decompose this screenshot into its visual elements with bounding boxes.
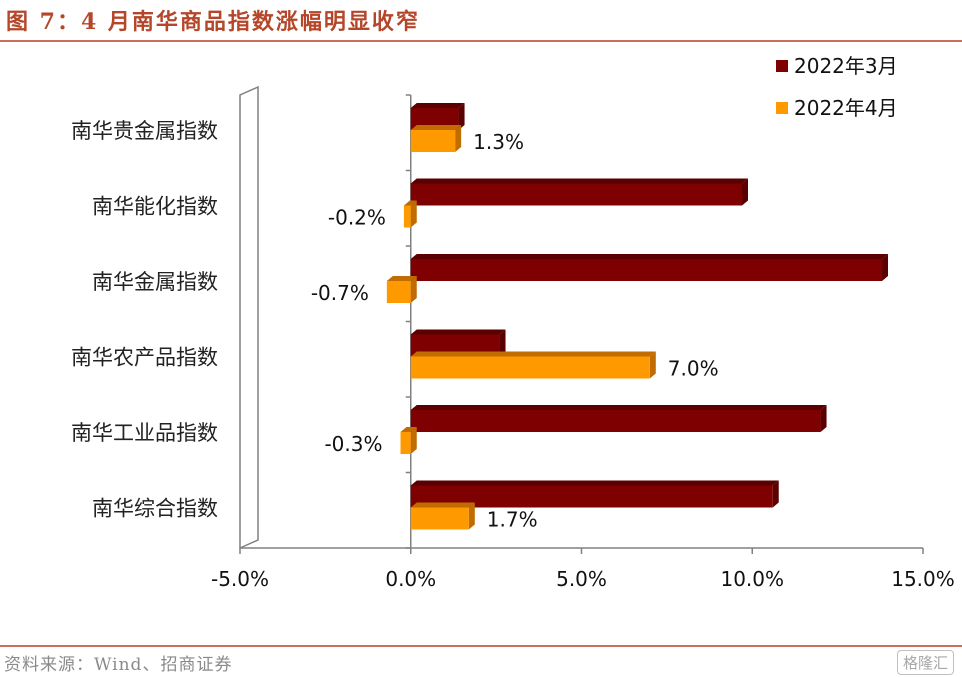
bar-top xyxy=(386,276,417,281)
bar-series2 xyxy=(410,502,475,530)
data-label: 1.7% xyxy=(487,508,538,532)
x-tick-labels: -5.0% 0.0% 5.0% 10.0% 15.0% xyxy=(211,567,955,591)
bar-series1 xyxy=(410,103,465,130)
bar-side xyxy=(499,329,506,357)
bar-series2 xyxy=(410,351,656,379)
bar-top xyxy=(410,103,465,108)
x-tick-label: 5.0% xyxy=(556,567,607,591)
bar-side xyxy=(455,125,462,152)
watermark-logo: 格隆汇 xyxy=(896,650,954,675)
legend-label: 2022年3月 xyxy=(794,54,898,78)
bar-series2 xyxy=(400,427,417,454)
data-label: -0.7% xyxy=(311,281,369,305)
bar-front xyxy=(400,432,411,454)
bar-front xyxy=(410,130,456,152)
legend-label: 2022年4月 xyxy=(794,96,898,120)
category-label: 南华金属指数 xyxy=(92,270,218,294)
title-rule xyxy=(0,40,962,42)
bar-side xyxy=(410,427,417,454)
category-label: 南华贵金属指数 xyxy=(71,119,218,143)
legend-swatch xyxy=(776,102,788,114)
data-label: -0.2% xyxy=(328,206,386,230)
bar-series2 xyxy=(410,125,462,152)
category-label: 南华农产品指数 xyxy=(71,346,218,370)
bar-top xyxy=(410,351,656,357)
bar-front xyxy=(403,205,411,228)
bar-side xyxy=(772,480,779,508)
bar-top xyxy=(400,427,417,432)
footer-rule xyxy=(0,645,962,647)
bar-side xyxy=(458,103,465,130)
bar-side xyxy=(410,200,417,228)
bar-series1 xyxy=(410,480,779,508)
bar-front xyxy=(410,334,500,357)
bar-front xyxy=(386,281,411,303)
data-label: 1.3% xyxy=(473,130,524,154)
bar-side xyxy=(820,405,827,432)
source-note: 资料来源：Wind、招商证券 xyxy=(4,655,233,675)
category-label: 南华工业品指数 xyxy=(71,421,218,445)
bar-series2 xyxy=(403,200,417,228)
bar-side xyxy=(882,254,889,281)
bar-front xyxy=(410,356,650,379)
data-label: 7.0% xyxy=(668,357,719,381)
bar-series1 xyxy=(410,178,749,206)
bar-series1 xyxy=(410,254,889,281)
bar-front xyxy=(410,485,773,508)
bar-series1 xyxy=(410,329,506,357)
x-tick-label: 15.0% xyxy=(891,567,955,591)
bar-front xyxy=(410,410,821,432)
bar-top xyxy=(410,405,827,410)
category-label: 南华能化指数 xyxy=(92,195,218,219)
bar-top xyxy=(410,329,506,335)
bar-front xyxy=(410,507,469,530)
bar-front xyxy=(410,259,883,281)
bar-series2 xyxy=(386,276,417,303)
bar-top xyxy=(410,480,779,486)
legend-swatch xyxy=(776,60,788,72)
data-labels: 1.3% -0.2% -0.7% 7.0% -0.3% 1.7% xyxy=(311,130,719,532)
bar-side xyxy=(468,502,475,530)
bar-top xyxy=(410,502,475,508)
bar-series1 xyxy=(410,405,827,432)
data-label: -0.3% xyxy=(324,432,382,456)
bar-top xyxy=(410,254,889,259)
figure-title: 图 7：4 月南华商品指数涨幅明显收窄 xyxy=(6,9,420,35)
bar-front xyxy=(410,108,459,130)
x-tick-label: 10.0% xyxy=(720,567,784,591)
bar-front xyxy=(410,183,743,206)
category-label: 南华综合指数 xyxy=(92,497,218,521)
legend: 2022年3月 2022年4月 xyxy=(776,54,898,120)
x-tick-label: -5.0% xyxy=(211,567,269,591)
side-wall xyxy=(239,85,259,550)
bar-top xyxy=(410,125,462,130)
bar-side xyxy=(410,276,417,303)
bar-side xyxy=(742,178,749,206)
x-tick-label: 0.0% xyxy=(385,567,436,591)
bar-side xyxy=(649,351,656,379)
plot-frame xyxy=(239,85,924,554)
bars xyxy=(386,103,889,530)
bar-top xyxy=(410,178,749,184)
bar-top xyxy=(403,200,417,206)
